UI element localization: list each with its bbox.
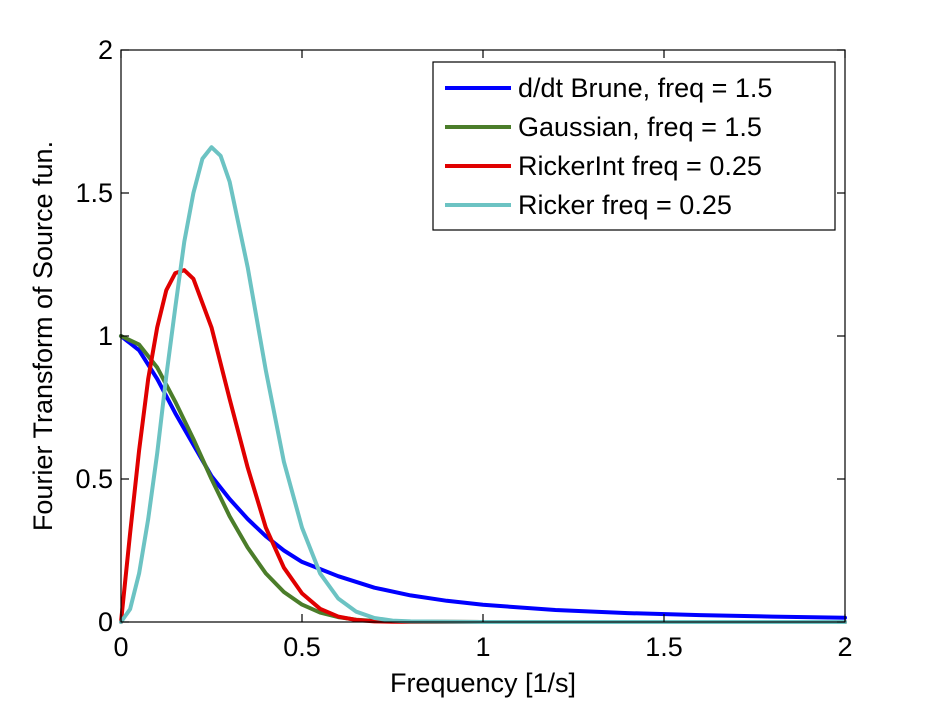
- y-tick-label: 0.5: [75, 464, 113, 494]
- legend-label: RickerInt freq = 0.25: [518, 151, 762, 181]
- y-tick-label: 1: [98, 321, 113, 351]
- series-line-3: [119, 268, 847, 624]
- legend: d/dt Brune, freq = 1.5 Gaussian, freq = 1…: [432, 61, 836, 231]
- y-tick-label: 1.5: [75, 178, 113, 208]
- x-tick-label: 2: [837, 632, 852, 662]
- series-line-4: [119, 145, 847, 624]
- y-tick-label: 0: [98, 607, 113, 637]
- x-tick-label: 0: [113, 632, 128, 662]
- legend-label: Ricker freq = 0.25: [518, 190, 732, 220]
- legend-label: d/dt Brune, freq = 1.5: [518, 73, 772, 103]
- series-line-2: [119, 334, 847, 624]
- series-line-1: [119, 334, 847, 620]
- x-axis-title: Frequency [1/s]: [390, 668, 576, 698]
- ticks-layer: 0 0.5 1 1.5 2 0 0.5 1 1.5 2: [75, 35, 852, 662]
- x-tick-label: 1: [475, 632, 490, 662]
- y-axis-title: Fourier Transform of Source fun.: [28, 141, 58, 531]
- y-tick-label: 2: [98, 35, 113, 65]
- x-tick-label: 0.5: [283, 632, 321, 662]
- legend-label: Gaussian, freq = 1.5: [518, 112, 762, 142]
- x-tick-label: 1.5: [645, 632, 683, 662]
